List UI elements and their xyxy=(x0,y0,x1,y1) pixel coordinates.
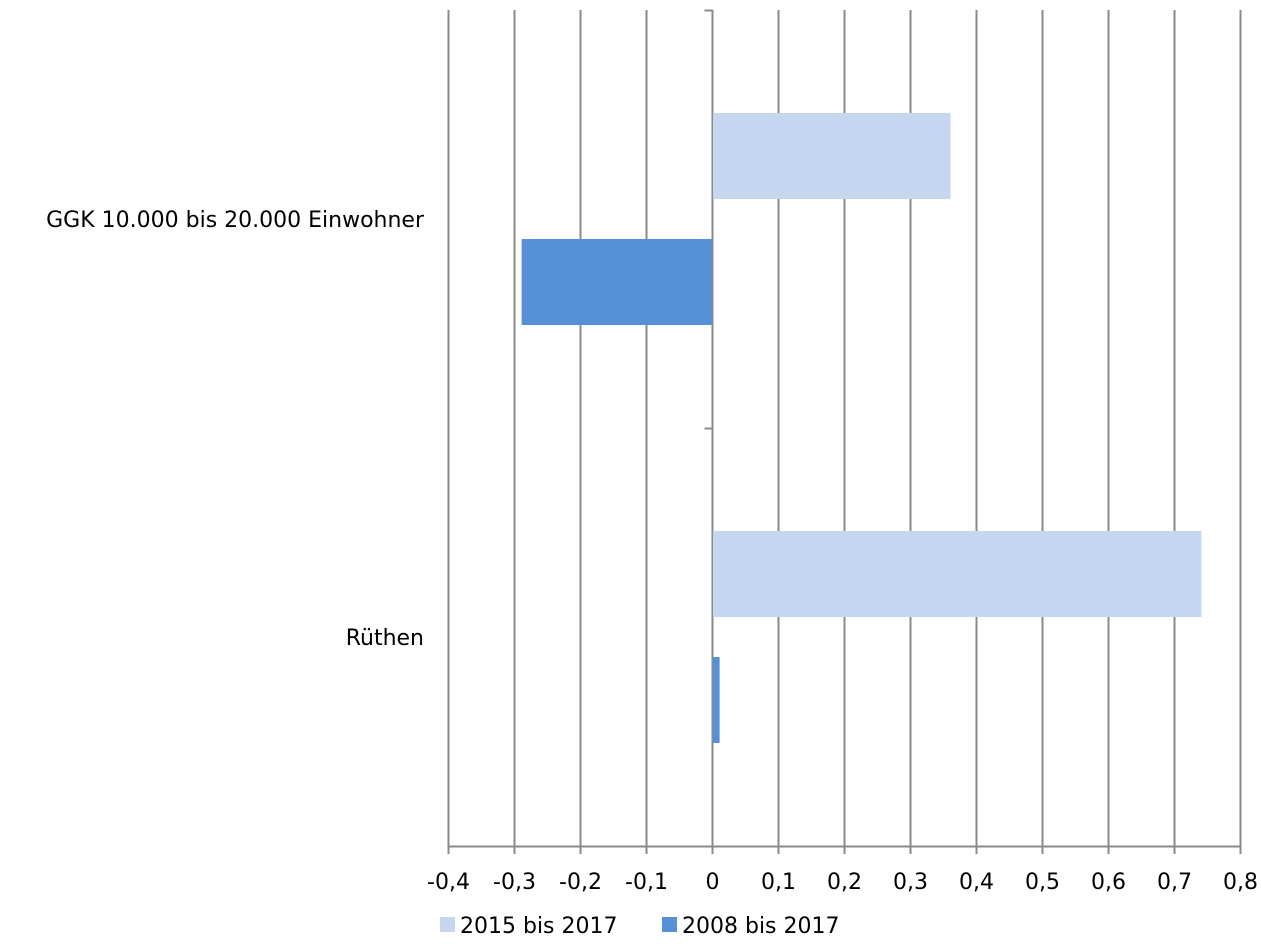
x-tick-label: -0,2 xyxy=(559,870,602,895)
x-tick-label: 0,3 xyxy=(893,870,928,895)
x-tick-label: -0,4 xyxy=(427,870,470,895)
x-tick-label: 0,7 xyxy=(1157,870,1192,895)
category-labels: GGK 10.000 bis 20.000 Einwohner Rüthen xyxy=(46,208,425,651)
legend-label: 2015 bis 2017 xyxy=(460,914,618,939)
legend-label: 2008 bis 2017 xyxy=(682,914,840,939)
x-tick-label: 0 xyxy=(706,870,720,895)
bar-series-1 xyxy=(713,531,1202,617)
legend-swatch xyxy=(440,917,455,932)
bar-series-1 xyxy=(713,113,951,199)
x-tick-label: 0,1 xyxy=(761,870,796,895)
x-tick-label: -0,3 xyxy=(493,870,536,895)
bar-series-2 xyxy=(521,239,712,325)
x-tick-label: 0,4 xyxy=(959,870,994,895)
x-tick-label: 0,5 xyxy=(1025,870,1060,895)
category-label: Rüthen xyxy=(346,626,424,651)
x-tick-labels: -0,4 -0,3 -0,2 -0,1 0 0,1 0,2 0,3 0,4 0,5 0,6 0,7 0,… xyxy=(427,870,1258,895)
bar-series-2 xyxy=(713,657,720,743)
x-tick-label: 0,8 xyxy=(1223,870,1258,895)
legend-swatch xyxy=(662,917,677,932)
x-tick-label: 0,6 xyxy=(1091,870,1126,895)
x-tick-label: -0,1 xyxy=(625,870,668,895)
x-tick-label: 0,2 xyxy=(827,870,862,895)
bars xyxy=(521,113,1202,743)
category-label: GGK 10.000 bis 20.000 Einwohner xyxy=(46,208,425,233)
legend: 2015 bis 2017 2008 bis 2017 xyxy=(440,914,840,939)
axes xyxy=(447,9,1242,854)
